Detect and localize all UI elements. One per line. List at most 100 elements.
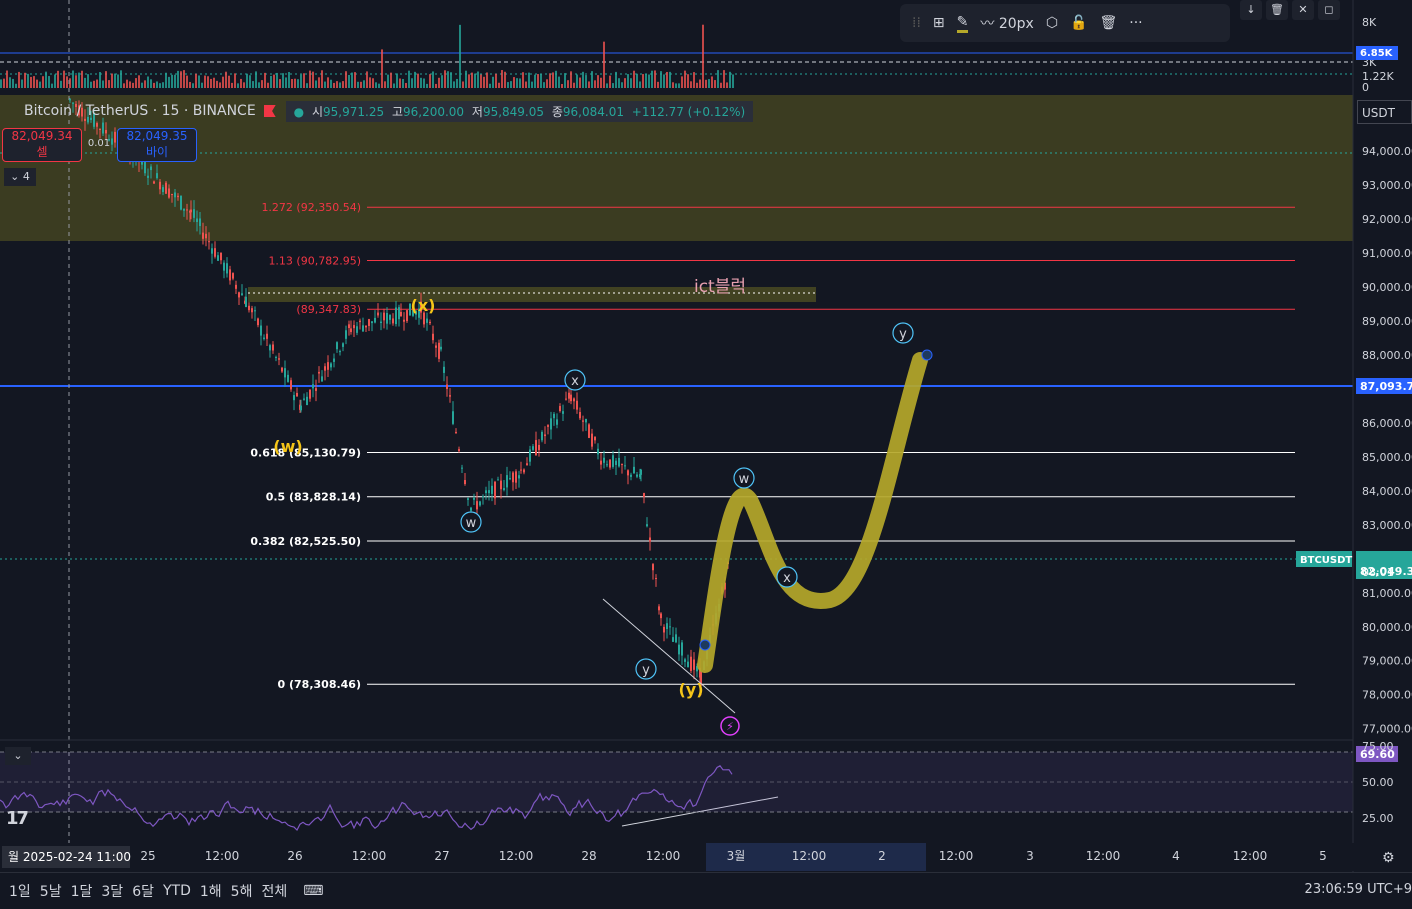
candle-body-26: [147, 175, 149, 178]
volume-bar-171: [513, 77, 515, 88]
candle-body-52: [223, 262, 225, 271]
volume-bar-212: [636, 73, 638, 88]
candle-body-74: [287, 374, 289, 382]
price-tick-6: 88,000.00: [1362, 349, 1412, 362]
volume-bar-211: [633, 70, 635, 88]
range-all[interactable]: 전체: [261, 884, 288, 900]
currency-selector[interactable]: USDT: [1357, 100, 1412, 124]
candle-body-99: [359, 320, 361, 323]
range-3m[interactable]: 3달: [101, 884, 124, 900]
current-price-tag-bg: [1356, 378, 1412, 394]
candle-body-143: [488, 490, 490, 494]
volume-bars: [0, 24, 734, 88]
wave-label-1: (x): [411, 296, 436, 315]
volume-bar-181: [543, 82, 545, 88]
volume-bar-10: [30, 76, 32, 88]
candle-body-211: [687, 661, 689, 668]
template-icon[interactable]: ⊞: [932, 15, 945, 31]
timeframe-bar: 1일 5날 1달 3달 6달 YTD 1해 5해 전체 ⌨: [0, 872, 1412, 909]
volume-bar-169: [507, 82, 509, 88]
candle-body-121: [423, 312, 425, 325]
rsi-collapse-button[interactable]: ⌄: [5, 747, 31, 765]
pencil-icon[interactable]: ✎: [956, 14, 969, 33]
volume-bar-113: [339, 82, 341, 88]
indicator-collapse-button[interactable]: ⌄ 4: [4, 168, 36, 186]
time-tick-1: 12:00: [205, 849, 240, 863]
candle-body-124: [432, 333, 434, 341]
time-tick-6: 28: [581, 849, 596, 863]
range-1m[interactable]: 1달: [70, 884, 93, 900]
alert-icon[interactable]: [720, 716, 740, 736]
volume-bar-23: [69, 78, 71, 88]
range-5y[interactable]: 5해: [230, 884, 253, 900]
volume-bar-191: [573, 82, 575, 88]
candle-body-174: [579, 412, 581, 419]
volume-bar-230: [690, 81, 692, 88]
candle-body-51: [220, 252, 222, 261]
volume-bar-141: [423, 78, 425, 88]
price-axis-bg[interactable]: [1353, 0, 1412, 872]
buy-button[interactable]: 82,049.35 바이: [117, 128, 197, 162]
axis-settings-icon[interactable]: ⚙: [1382, 850, 1395, 866]
delete-pane-icon[interactable]: 🗑: [1266, 0, 1288, 20]
volume-bar-164: [492, 76, 494, 88]
candle-body-201: [658, 606, 660, 611]
price-tick-7: 86,000.00: [1362, 417, 1412, 430]
volume-bar-26: [78, 72, 80, 88]
lock-icon[interactable]: 🔓: [1070, 15, 1088, 31]
open-value: 95,971.25: [323, 104, 385, 119]
settings-icon[interactable]: ⬡: [1045, 15, 1059, 31]
flag-icon[interactable]: [263, 105, 276, 117]
volume-bar-218: [654, 70, 656, 88]
line-width-icon[interactable]: 〰 20px: [980, 16, 1034, 32]
candle-body-115: [406, 310, 408, 322]
price-tick-5: 89,000.00: [1362, 315, 1412, 328]
volume-bar-194: [582, 71, 584, 88]
symbol-title[interactable]: Bitcoin / TetherUS · 15 · BINANCE: [24, 103, 256, 119]
candle-body-148: [503, 488, 505, 491]
range-ytd[interactable]: YTD: [162, 883, 191, 899]
volume-bar-52: [156, 81, 158, 88]
maximize-pane-icon[interactable]: ◻: [1318, 0, 1340, 20]
candle-body-199: [652, 564, 654, 571]
rsi-tick-0: 75.00: [1362, 740, 1394, 753]
range-6m[interactable]: 6달: [132, 884, 154, 900]
candle-body-181: [600, 460, 602, 465]
volume-bar-135: [405, 82, 407, 88]
trash-icon[interactable]: 🗑: [1099, 15, 1118, 31]
candle-body-178: [591, 433, 593, 447]
candle-body-9: [96, 123, 98, 127]
candle-body-122: [426, 318, 428, 323]
candle-body-102: [368, 319, 370, 326]
volume-bar-54: [162, 82, 164, 88]
time-tick-10: 2: [878, 849, 886, 863]
candle-body-85: [318, 371, 320, 374]
candle-body-129: [446, 384, 448, 390]
wave-label-2: (y): [678, 680, 703, 699]
time-axis-highlight: [706, 843, 926, 871]
drag-handle-icon[interactable]: ⁞⁞: [912, 15, 921, 31]
volume-bar-92: [276, 72, 278, 88]
range-5d[interactable]: 5날: [39, 884, 62, 900]
candle-body-157: [529, 449, 531, 462]
volume-bar-217: [651, 70, 653, 88]
range-1d[interactable]: 1일: [9, 884, 31, 900]
price-tick-9: 84,000.00: [1362, 485, 1412, 498]
tradingview-logo-icon: 17: [6, 808, 29, 829]
candle-body-177: [588, 424, 590, 438]
open-label: 시: [311, 104, 324, 119]
range-1y[interactable]: 1해: [199, 884, 222, 900]
buy-label: 바이: [145, 145, 169, 159]
volume-bar-201: [603, 41, 605, 88]
collapse-pane-icon[interactable]: ✕: [1292, 0, 1314, 20]
move-down-icon[interactable]: ↓: [1240, 0, 1262, 20]
sell-button[interactable]: 82,049.34 셀: [2, 128, 82, 162]
volume-bar-56: [168, 76, 170, 88]
calendar-icon[interactable]: ⌨: [303, 883, 324, 899]
clock[interactable]: 23:06:59 UTC+9: [1304, 882, 1412, 897]
more-icon[interactable]: ···: [1129, 15, 1143, 31]
candle-body-47: [208, 241, 210, 243]
volume-bar-203: [609, 75, 611, 88]
volume-bar-134: [402, 78, 404, 88]
